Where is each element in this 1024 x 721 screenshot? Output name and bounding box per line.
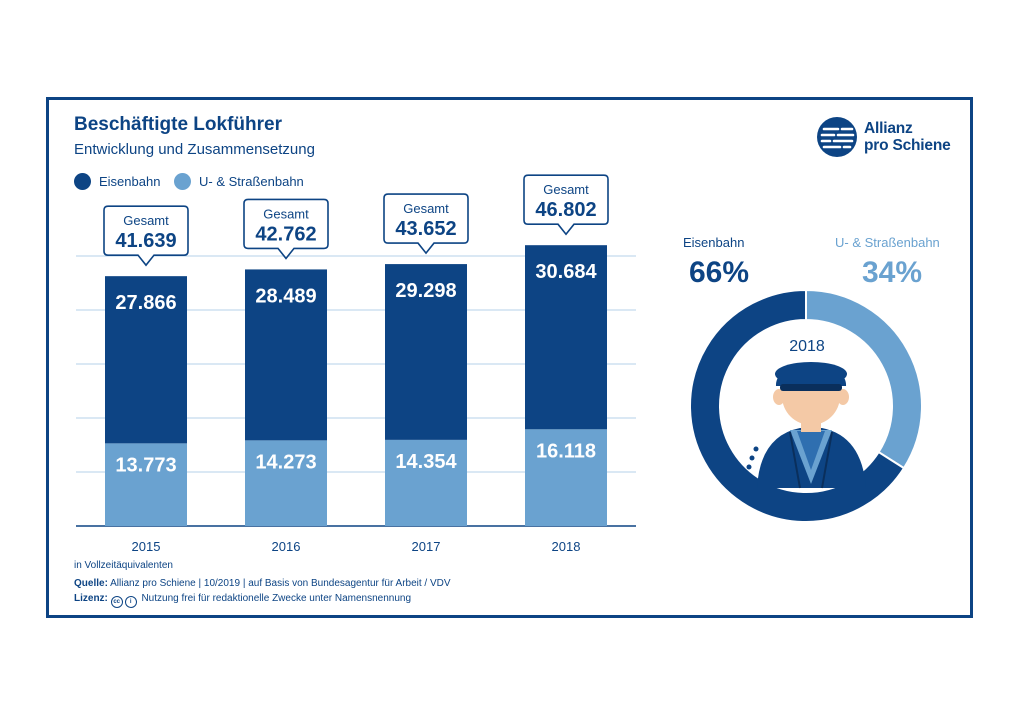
donut-value-eisenbahn: 66% — [689, 256, 750, 289]
total-callout — [523, 174, 609, 236]
bar-eisenbahn — [245, 269, 327, 441]
bar-label-strassenbahn: 14.273 — [255, 451, 316, 473]
license-line: Lizenz: cc i Nutzung frei für redaktionel… — [74, 593, 411, 608]
source-text: Allianz pro Schiene | 10/2019 | auf Basi… — [110, 578, 451, 589]
total-callout — [103, 205, 189, 267]
license-label: Lizenz: — [74, 593, 108, 604]
x-tick-label: 2015 — [132, 539, 161, 554]
legend-label: Eisenbahn — [99, 174, 161, 189]
donut-center-label: 2018 — [789, 338, 825, 355]
bar-label-strassenbahn: 14.354 — [395, 451, 457, 473]
logo-icon — [817, 117, 857, 157]
unit-note: in Vollzeitäquivalenten — [74, 560, 173, 571]
total-callout-value: 43.652 — [395, 218, 456, 240]
total-callout-value: 42.762 — [255, 223, 316, 245]
license-text: Nutzung frei für redaktionelle Zwecke un… — [141, 593, 412, 604]
donut-label-strassenbahn: U- & Straßenbahn — [835, 235, 940, 250]
conductor-icon — [746, 362, 866, 489]
bar-strassenbahn — [105, 443, 187, 526]
x-tick-label: 2017 — [412, 539, 441, 554]
legend-swatch — [174, 173, 191, 190]
logo-line-1: Allianz — [864, 120, 913, 137]
total-callout-label: Gesamt — [263, 206, 309, 221]
infographic-frame — [46, 97, 973, 618]
chart-subtitle: Entwicklung und Zusammensetzung — [74, 141, 315, 158]
bar-label-eisenbahn: 30.684 — [535, 261, 597, 283]
bar-strassenbahn — [525, 429, 607, 526]
legend-label: U- & Straßenbahn — [199, 174, 304, 189]
donut-label-eisenbahn: Eisenbahn — [683, 235, 745, 250]
bar-eisenbahn — [385, 264, 467, 440]
bar-label-strassenbahn: 13.773 — [115, 454, 176, 476]
bar-label-eisenbahn: 28.489 — [255, 285, 316, 307]
donut-value-strassenbahn: 34% — [862, 256, 923, 289]
logo-line-2: pro Schiene — [864, 137, 951, 154]
legend-swatch — [74, 173, 91, 190]
source-label: Quelle: — [74, 578, 108, 589]
by-icon: i — [124, 596, 137, 608]
total-callout — [243, 198, 329, 260]
total-callout — [383, 193, 469, 255]
bar-label-strassenbahn: 16.118 — [536, 440, 596, 462]
bar-label-eisenbahn: 27.866 — [115, 292, 176, 314]
total-callout-label: Gesamt — [403, 201, 449, 216]
bar-label-eisenbahn: 29.298 — [395, 280, 456, 302]
total-callout-label: Gesamt — [123, 213, 169, 228]
total-callout-value: 46.802 — [535, 199, 596, 221]
x-tick-label: 2018 — [552, 539, 581, 554]
total-callout-label: Gesamt — [543, 182, 589, 197]
bar-strassenbahn — [385, 439, 467, 526]
allianz-logo: Allianz pro Schiene — [816, 116, 951, 158]
bar-eisenbahn — [105, 276, 187, 444]
x-tick-label: 2016 — [272, 539, 301, 554]
cc-icon: cc — [110, 596, 123, 608]
total-callout-value: 41.639 — [115, 230, 176, 252]
legend-item-eisenbahn: Eisenbahn — [74, 173, 160, 190]
bar-strassenbahn — [245, 440, 327, 526]
chart-title: Beschäftigte Lokführer — [74, 114, 282, 135]
bar-eisenbahn — [525, 245, 607, 430]
source-line: Quelle: Allianz pro Schiene | 10/2019 | … — [74, 578, 451, 589]
legend-item-strassenbahn: U- & Straßenbahn — [174, 173, 304, 190]
